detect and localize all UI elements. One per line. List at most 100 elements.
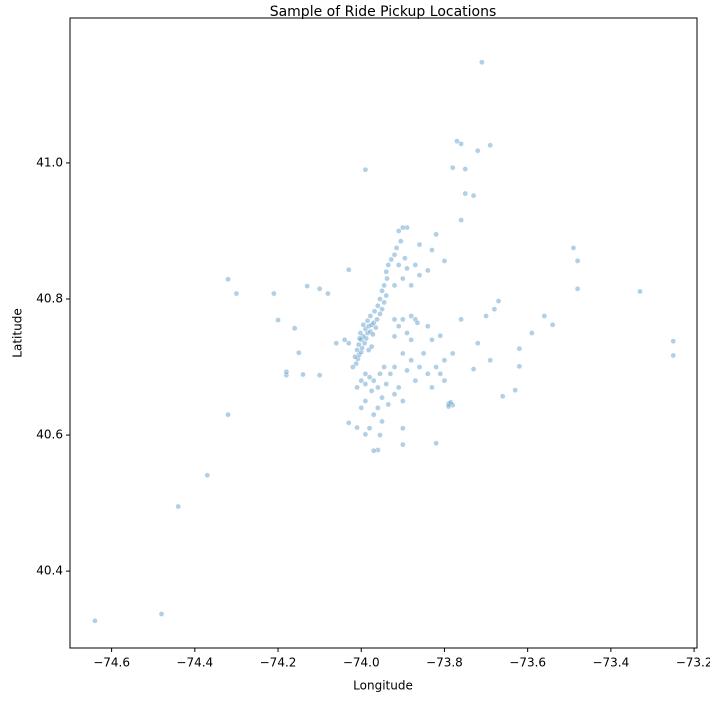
point bbox=[458, 217, 464, 223]
x-tick-label: −73.2 bbox=[676, 656, 710, 670]
point bbox=[400, 425, 406, 432]
point bbox=[433, 231, 439, 238]
point bbox=[385, 262, 392, 268]
point bbox=[358, 405, 365, 411]
point bbox=[365, 323, 372, 329]
point bbox=[391, 251, 398, 258]
point bbox=[404, 330, 410, 336]
point bbox=[425, 267, 431, 274]
point bbox=[437, 371, 444, 377]
point bbox=[404, 224, 410, 231]
point bbox=[458, 141, 464, 147]
point bbox=[458, 316, 464, 323]
point bbox=[355, 341, 362, 348]
point bbox=[368, 322, 375, 328]
axes-frame bbox=[69, 17, 698, 649]
point bbox=[367, 313, 374, 319]
point bbox=[357, 330, 364, 336]
point bbox=[370, 319, 377, 326]
point bbox=[379, 394, 385, 401]
point bbox=[381, 364, 387, 370]
point bbox=[391, 333, 398, 340]
point bbox=[175, 503, 181, 510]
point bbox=[362, 381, 369, 387]
point bbox=[379, 306, 385, 312]
point bbox=[408, 357, 414, 364]
point bbox=[416, 241, 423, 248]
point bbox=[325, 290, 331, 297]
point bbox=[425, 323, 431, 329]
y-tick-label: 40.6 bbox=[36, 428, 63, 442]
point bbox=[387, 371, 394, 377]
point bbox=[400, 350, 406, 357]
point bbox=[391, 391, 398, 398]
x-tick-label: −74.6 bbox=[93, 656, 130, 670]
point bbox=[541, 313, 548, 319]
point bbox=[92, 617, 98, 624]
point bbox=[483, 313, 489, 319]
y-tick-label: 40.4 bbox=[36, 564, 63, 578]
point bbox=[487, 357, 494, 364]
point bbox=[449, 350, 456, 357]
point bbox=[375, 447, 381, 453]
point bbox=[381, 299, 387, 306]
point bbox=[391, 364, 398, 370]
point bbox=[370, 411, 377, 418]
point bbox=[441, 357, 448, 364]
point bbox=[374, 316, 380, 323]
point bbox=[479, 59, 485, 66]
point bbox=[420, 350, 427, 357]
point bbox=[391, 282, 398, 289]
point bbox=[470, 192, 477, 199]
point bbox=[352, 354, 358, 360]
point bbox=[400, 275, 406, 282]
point bbox=[412, 262, 419, 268]
point bbox=[429, 384, 435, 391]
point bbox=[416, 364, 423, 370]
point bbox=[670, 338, 677, 344]
point bbox=[433, 364, 439, 370]
plot-area bbox=[92, 59, 677, 624]
point bbox=[377, 296, 383, 302]
point bbox=[158, 611, 165, 617]
point bbox=[670, 352, 677, 359]
x-axis-label: Longitude bbox=[353, 679, 413, 693]
point bbox=[283, 368, 290, 375]
point bbox=[225, 276, 231, 283]
point bbox=[400, 441, 406, 448]
point bbox=[470, 366, 477, 372]
chart-title: Sample of Ride Pickup Locations bbox=[270, 4, 497, 20]
point bbox=[391, 316, 398, 323]
x-tick-label: −73.8 bbox=[426, 656, 463, 670]
point bbox=[402, 255, 408, 261]
point bbox=[395, 262, 402, 268]
point bbox=[512, 387, 518, 393]
point bbox=[271, 290, 277, 297]
point bbox=[574, 258, 581, 264]
point bbox=[366, 425, 373, 432]
y-tick-label: 40.8 bbox=[36, 291, 63, 305]
point bbox=[341, 337, 348, 343]
point bbox=[395, 384, 402, 391]
point bbox=[296, 349, 302, 356]
point bbox=[462, 166, 469, 172]
point bbox=[366, 374, 373, 381]
point bbox=[377, 311, 383, 317]
point bbox=[395, 228, 402, 234]
point bbox=[408, 313, 414, 319]
point bbox=[637, 288, 643, 295]
point bbox=[283, 372, 290, 378]
point bbox=[388, 256, 394, 263]
point bbox=[368, 388, 375, 394]
x-tick-label: −73.6 bbox=[509, 656, 546, 670]
y-tick-label: 41.0 bbox=[36, 155, 63, 169]
point bbox=[416, 272, 423, 278]
point bbox=[362, 431, 369, 438]
point bbox=[383, 381, 390, 387]
point bbox=[356, 335, 363, 342]
point bbox=[304, 283, 310, 289]
point bbox=[499, 393, 506, 400]
point bbox=[395, 323, 402, 329]
